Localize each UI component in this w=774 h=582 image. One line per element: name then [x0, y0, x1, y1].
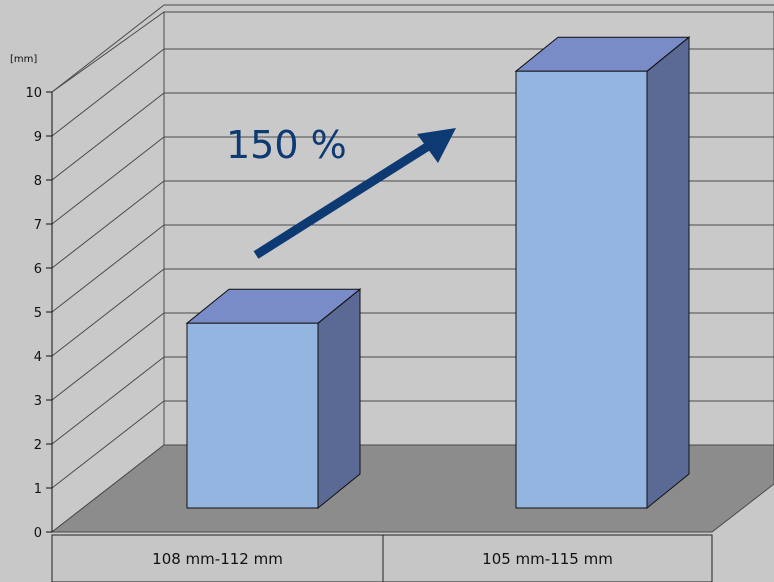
y-tick-label: 2	[34, 438, 42, 453]
gridline-side	[51, 136, 165, 225]
trend-arrow	[253, 141, 433, 259]
bar-side	[646, 36, 690, 510]
y-axis-unit-label: [mm]	[10, 54, 37, 65]
gridline-side	[51, 180, 165, 269]
growth-annotation: 150 %	[226, 123, 347, 167]
category-table	[51, 534, 713, 582]
y-tick-label: 9	[34, 130, 42, 145]
y-tick-label: 1	[34, 482, 42, 497]
y-tick-label: 4	[34, 350, 42, 365]
gridline-side	[51, 400, 165, 489]
trend-arrow-head	[417, 128, 456, 163]
y-tick-label: 7	[34, 218, 42, 233]
bar-front	[515, 70, 648, 509]
side-wall	[51, 11, 165, 534]
x-category-label: 105 mm-115 mm	[482, 550, 613, 568]
gridline-side	[51, 224, 165, 313]
y-tick-label: 5	[34, 306, 42, 321]
gridline-side	[51, 48, 165, 137]
y-tick-label: 0	[34, 526, 42, 541]
x-category-label: 108 mm-112 mm	[152, 550, 283, 568]
gridline-side	[51, 92, 165, 181]
bar-side	[317, 288, 361, 510]
y-tick-label: 6	[34, 262, 42, 277]
gridline-side	[51, 312, 165, 401]
bar-front	[186, 322, 319, 509]
y-tick-label: 8	[34, 174, 42, 189]
gridline-side	[51, 4, 165, 93]
y-tick-label: 10	[25, 86, 42, 101]
y-tick-label: 3	[34, 394, 42, 409]
gridline-side	[51, 268, 165, 357]
gridline-side	[51, 356, 165, 445]
